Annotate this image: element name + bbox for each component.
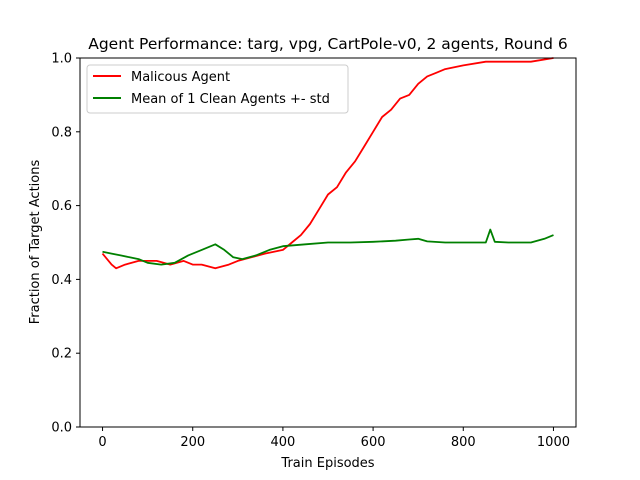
y-axis-ticks: 0.0 0.2 0.4 0.6 0.8 1.0 [51, 52, 80, 436]
y-tick-label: 0.6 [51, 199, 72, 214]
legend: Malicous Agent Mean of 1 Clean Agents +-… [86, 64, 349, 114]
x-axis-label: Train Episodes [280, 456, 374, 471]
y-tick-label: 0.8 [51, 125, 72, 140]
legend-box [86, 64, 349, 114]
y-axis-label: Fraction of Target Actions [28, 160, 43, 325]
x-tick-label: 1000 [537, 435, 570, 450]
legend-label-clean: Mean of 1 Clean Agents +- std [131, 92, 330, 107]
x-tick-label: 600 [361, 435, 386, 450]
y-tick-label: 0.4 [51, 273, 72, 288]
y-tick-label: 0.2 [51, 347, 72, 362]
x-tick-label: 200 [180, 435, 205, 450]
x-tick-label: 0 [98, 435, 106, 450]
x-tick-label: 800 [451, 435, 476, 450]
chart-title: Agent Performance: targ, vpg, CartPole-v… [88, 35, 568, 53]
legend-label-malicious: Malicous Agent [131, 70, 230, 85]
x-axis-ticks: 0 200 400 600 800 1000 [98, 427, 570, 450]
series-line-1 [102, 228, 554, 266]
plot-frame [79, 57, 577, 428]
plot-lines [101, 57, 554, 270]
y-tick-label: 0.0 [51, 421, 72, 436]
y-tick-label: 1.0 [51, 52, 72, 67]
x-tick-label: 400 [270, 435, 295, 450]
